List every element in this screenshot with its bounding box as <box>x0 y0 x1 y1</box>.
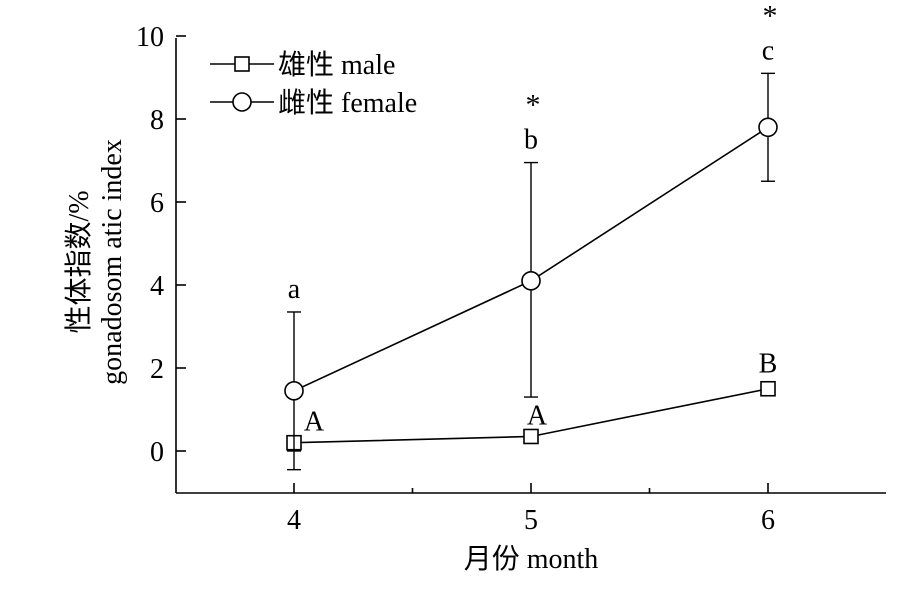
y-axis-title-line1: 性体指数/% <box>63 190 95 333</box>
y-axis-title: 性体指数/% gonadosom atic index <box>63 139 128 385</box>
x-tick-label: 4 <box>287 505 301 536</box>
significance-star: * <box>526 89 541 122</box>
legend-male-label: 雄性 male <box>278 49 395 81</box>
x-tick-label: 6 <box>761 505 775 536</box>
x-axis-ticks: 4 5 6 <box>287 483 775 536</box>
legend-female-marker <box>232 92 252 112</box>
y-tick-label: 10 <box>136 22 164 53</box>
legend: 雄性 male 雌性 female <box>210 49 417 119</box>
series-male: A A B <box>286 349 778 471</box>
y-tick-label: 0 <box>150 437 164 468</box>
significance-letter-female: b <box>524 125 538 156</box>
legend-item-female: 雌性 female <box>210 87 417 119</box>
y-tick-label: 2 <box>150 354 164 385</box>
legend-item-male: 雄性 male <box>210 49 395 81</box>
significance-letter-female: a <box>288 274 301 305</box>
significance-letter-male: A <box>527 400 548 431</box>
legend-female-label: 雌性 female <box>278 87 417 119</box>
significance-letter-male: A <box>304 407 325 438</box>
significance-star: * <box>763 0 778 32</box>
data-point-female <box>284 381 304 401</box>
data-point-male <box>760 380 776 397</box>
significance-letter-female: c <box>762 35 774 66</box>
y-tick-label: 4 <box>150 271 164 302</box>
y-axis-title-line2: gonadosom atic index <box>97 139 128 385</box>
x-tick-label: 5 <box>524 505 538 536</box>
series-female: ab*c* <box>284 0 778 452</box>
y-tick-label: 8 <box>150 105 164 136</box>
data-point-female <box>758 117 778 138</box>
legend-male-marker <box>234 56 250 72</box>
y-axis-ticks: 0 2 4 6 8 10 <box>136 22 186 468</box>
data-point-female <box>521 271 541 291</box>
data-point-male <box>523 428 539 445</box>
x-axis-title: 月份 month <box>464 543 599 575</box>
significance-letter-male: B <box>759 349 778 380</box>
y-tick-label: 6 <box>150 188 164 219</box>
